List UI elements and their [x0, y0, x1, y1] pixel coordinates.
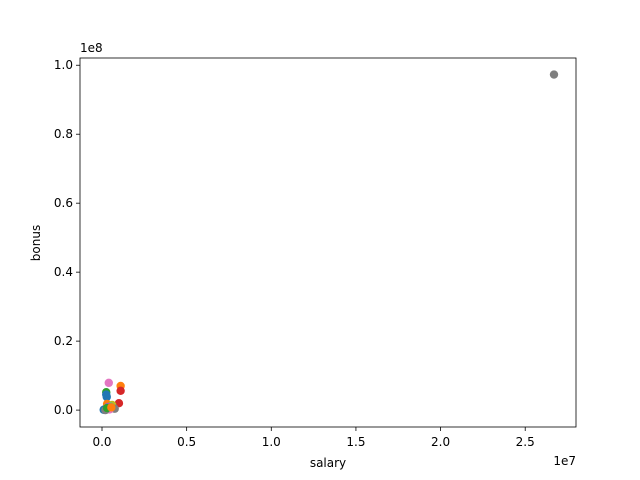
data-point [104, 378, 113, 388]
x-tick-label: 2.0 [431, 435, 450, 449]
x-axis-label: salary [310, 456, 346, 470]
y-tick-label: 0.2 [54, 334, 73, 348]
y-tick-label: 1.0 [54, 58, 73, 72]
data-points [99, 70, 559, 415]
plot-frame [79, 57, 577, 428]
data-point [116, 386, 125, 395]
data-point [549, 70, 559, 79]
y-axis-label: bonus [29, 225, 43, 261]
y-axis-multiplier: 1e8 [80, 41, 103, 55]
y-axis-ticks: 0.0 0.2 0.4 0.6 0.8 1.0 [54, 58, 80, 417]
x-tick-label: 1.5 [346, 435, 365, 449]
data-point [102, 392, 111, 402]
y-tick-label: 0.0 [54, 403, 73, 417]
x-axis-multiplier: 1e7 [553, 454, 576, 468]
x-tick-label: 0.5 [177, 435, 196, 449]
x-tick-label: 1.0 [262, 435, 281, 449]
x-axis-ticks: 0.0 0.5 1.0 1.5 2.0 2.5 [92, 427, 535, 449]
y-tick-label: 0.8 [54, 127, 73, 141]
x-tick-label: 0.0 [92, 435, 111, 449]
y-tick-label: 0.4 [54, 265, 73, 279]
x-tick-label: 2.5 [516, 435, 535, 449]
data-point [107, 403, 116, 412]
y-tick-label: 0.6 [54, 196, 73, 210]
